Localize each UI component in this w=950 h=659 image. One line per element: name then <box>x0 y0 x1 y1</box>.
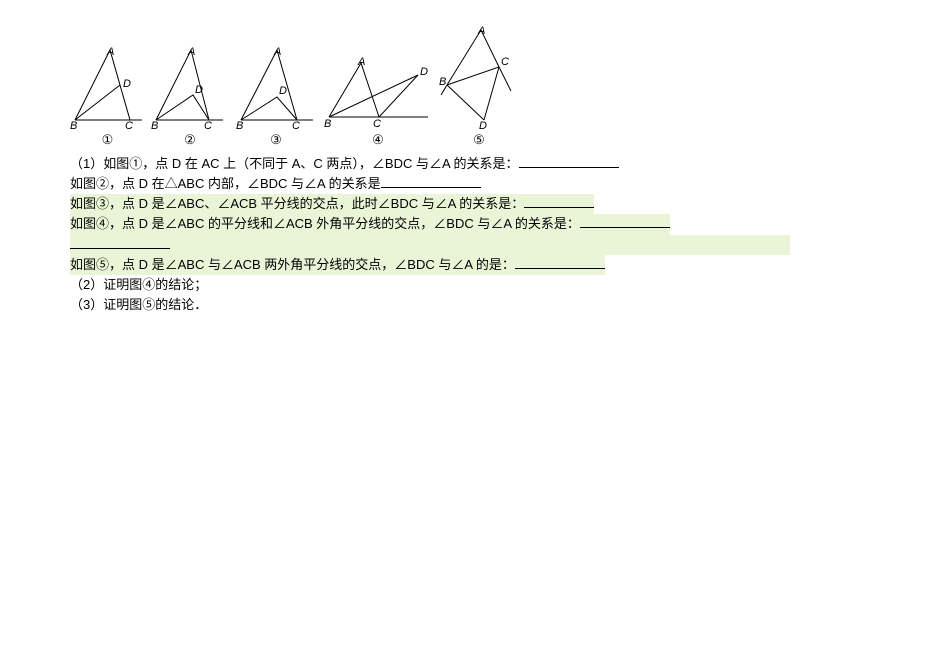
line-5-hl: 如图⑤，点 D 是∠ABC 与∠ACB 两外角平分线的交点，∠BDC 与∠A 的… <box>70 255 605 275</box>
blank-3 <box>524 194 594 208</box>
triangle-1-svg: A B C D <box>70 45 145 130</box>
diagram-1: A B C D ① <box>70 45 145 148</box>
vertex-C: C <box>373 118 381 130</box>
vertex-D: D <box>479 120 487 130</box>
line-7: （3）证明图⑤的结论． <box>70 295 890 315</box>
vertex-B: B <box>439 76 446 88</box>
blank-2 <box>381 174 481 188</box>
diagram-4: A B C D ④ <box>323 55 433 148</box>
blank-4 <box>580 214 670 228</box>
triangle-2-svg: A B C D <box>151 45 229 130</box>
triangle-4-svg: A B C D <box>323 55 433 130</box>
line-5: 如图⑤，点 D 是∠ABC 与∠ACB 两外角平分线的交点，∠BDC 与∠A 的… <box>70 255 890 275</box>
vertex-B: B <box>236 120 243 130</box>
vertex-D: D <box>195 84 203 96</box>
vertex-A: A <box>273 46 281 58</box>
line-2: 如图②，点 D 在△ABC 内部，∠BDC 与∠A 的关系是 <box>70 174 890 194</box>
line-1: （1）如图①，点 D 在 AC 上（不同于 A、C 两点），∠BDC 与∠A 的… <box>70 154 890 174</box>
vertex-C: C <box>501 56 509 68</box>
diagram-2: A B C D ② <box>151 45 229 148</box>
line-4-hl: 如图④，点 D 是∠ABC 的平分线和∠ACB 外角平分线的交点，∠BDC 与∠… <box>70 214 670 234</box>
line-3: 如图③，点 D 是∠ABC、∠ACB 平分线的交点，此时∠BDC 与∠A 的关系… <box>70 194 890 214</box>
vertex-A: A <box>357 56 365 68</box>
vertex-D: D <box>420 66 428 78</box>
vertex-D: D <box>123 78 131 90</box>
triangle-3-svg: A B C D <box>235 45 317 130</box>
diagram-5: A B C D ⑤ <box>439 25 519 148</box>
diagram-4-label: ④ <box>372 132 384 148</box>
vertex-A: A <box>187 46 195 58</box>
diagram-3-label: ③ <box>270 132 282 148</box>
triangle-5-svg: A B C D <box>439 25 519 130</box>
line-6: （2）证明图④的结论； <box>70 275 890 295</box>
line-2-text: 如图②，点 D 在△ABC 内部，∠BDC 与∠A 的关系是 <box>70 176 381 191</box>
line-1-text: （1）如图①，点 D 在 AC 上（不同于 A、C 两点），∠BDC 与∠A 的… <box>70 156 519 171</box>
diagram-3: A B C D ③ <box>235 45 317 148</box>
blank-5 <box>515 255 605 269</box>
vertex-A: A <box>106 46 114 58</box>
vertex-C: C <box>204 120 212 130</box>
diagram-5-label: ⑤ <box>473 132 485 148</box>
vertex-D: D <box>279 85 287 97</box>
vertex-B: B <box>70 120 77 130</box>
diagram-1-label: ① <box>102 132 114 148</box>
line-5-text: 如图⑤，点 D 是∠ABC 与∠ACB 两外角平分线的交点，∠BDC 与∠A 的… <box>70 257 515 272</box>
line-4b-hl <box>70 235 790 255</box>
vertex-B: B <box>151 120 158 130</box>
line-3-hl: 如图③，点 D 是∠ABC、∠ACB 平分线的交点，此时∠BDC 与∠A 的关系… <box>70 194 594 214</box>
vertex-C: C <box>292 120 300 130</box>
blank-1 <box>519 154 619 168</box>
diagrams-row: A B C D ① A B C D ② <box>0 0 950 148</box>
vertex-C: C <box>125 120 133 130</box>
diagram-2-label: ② <box>184 132 196 148</box>
line-4: 如图④，点 D 是∠ABC 的平分线和∠ACB 外角平分线的交点，∠BDC 与∠… <box>70 214 890 234</box>
vertex-A: A <box>477 25 485 37</box>
line-4-text: 如图④，点 D 是∠ABC 的平分线和∠ACB 外角平分线的交点，∠BDC 与∠… <box>70 216 580 231</box>
question-text: （1）如图①，点 D 在 AC 上（不同于 A、C 两点），∠BDC 与∠A 的… <box>0 148 890 315</box>
vertex-B: B <box>324 118 331 130</box>
line-3-text: 如图③，点 D 是∠ABC、∠ACB 平分线的交点，此时∠BDC 与∠A 的关系… <box>70 196 524 211</box>
blank-4b <box>70 235 170 249</box>
